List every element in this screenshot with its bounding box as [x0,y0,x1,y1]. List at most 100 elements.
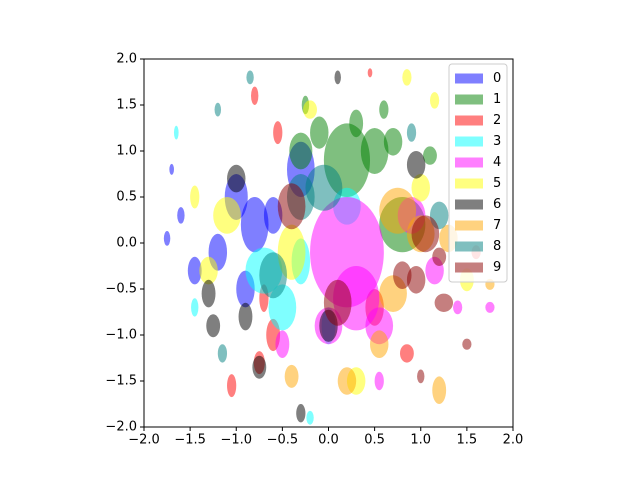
point [374,371,384,391]
point [238,302,253,331]
point [306,410,314,425]
legend-swatch [455,136,483,147]
legend: 0 1 2 3 4 5 6 7 8 9 [448,63,508,283]
point [383,128,403,156]
y-tick-label: 1.5 [116,98,137,113]
point [259,252,287,299]
legend-label: 1 [493,92,501,107]
point [370,330,389,359]
legend-label: 9 [493,260,501,275]
point [379,187,417,234]
point [217,344,228,363]
x-tick-label: −1.5 [174,433,206,448]
point [296,404,306,423]
point [277,183,306,230]
x-tick-label: 1.0 [410,433,431,448]
x-tick-label: −2.0 [128,433,160,448]
plot-area [163,68,495,425]
point [190,185,200,209]
point [273,121,283,145]
point [187,256,202,285]
point [240,197,269,253]
y-tick-label: −1.5 [105,374,137,389]
marks [163,68,495,425]
point [275,330,290,359]
legend-swatch [455,199,483,210]
point [367,68,373,78]
point [349,109,364,138]
point [214,102,222,117]
legend-swatch [455,178,483,189]
legend-swatch [455,241,483,252]
point [399,344,414,363]
point [406,266,426,294]
point [432,247,447,266]
point [201,279,216,308]
point [252,355,267,379]
point [177,207,185,224]
x-tick-label: 1.5 [457,433,478,448]
legend-swatch [455,220,483,231]
point [169,163,174,175]
x-tick-label: 0.0 [318,433,339,448]
point [334,70,341,85]
point [485,301,495,313]
point [360,128,389,174]
point [337,367,357,395]
point [303,100,317,119]
point [206,314,221,338]
legend-swatch [455,262,483,273]
legend-swatch [455,115,483,126]
point [365,307,394,345]
legend-label: 8 [493,239,501,254]
point [246,70,254,85]
x-tick-label: 0.5 [364,433,385,448]
y-tick-label: −0.5 [105,282,137,297]
point [402,69,412,86]
legend-label: 4 [493,155,501,170]
point [406,123,417,142]
x-tick-label: −0.5 [267,433,299,448]
legend-label: 0 [493,71,501,86]
point [310,116,329,149]
point [305,164,343,211]
point [284,364,299,388]
legend-swatch [455,157,483,168]
point [432,376,447,405]
point [163,231,171,246]
point [379,100,389,119]
x-tick-label: 2.0 [503,433,524,448]
y-tick-label: 2.0 [116,52,137,67]
point [411,215,440,253]
point [323,279,352,326]
point [393,261,412,290]
point [417,369,425,384]
y-tick-label: −1.0 [105,328,137,343]
legend-swatch [455,94,483,105]
y-tick-label: −2.0 [105,420,137,435]
point [227,374,237,398]
point [191,298,199,317]
legend-label: 7 [493,218,501,233]
point [423,146,437,165]
point [453,300,463,315]
point [251,86,259,106]
point [429,92,440,109]
legend-label: 6 [493,197,501,212]
y-tick-label: 0.5 [116,190,137,205]
point [199,256,218,285]
legend-label: 2 [493,113,501,128]
y-tick-label: 1.0 [116,144,137,159]
legend-swatch [455,73,483,84]
point [213,197,241,234]
point [289,132,313,170]
point [462,338,472,350]
y-tick-label: 0.0 [116,236,137,251]
point [434,293,454,312]
point [227,164,246,193]
point [173,125,179,140]
point [406,151,426,179]
x-tick-label: −1.0 [220,433,252,448]
